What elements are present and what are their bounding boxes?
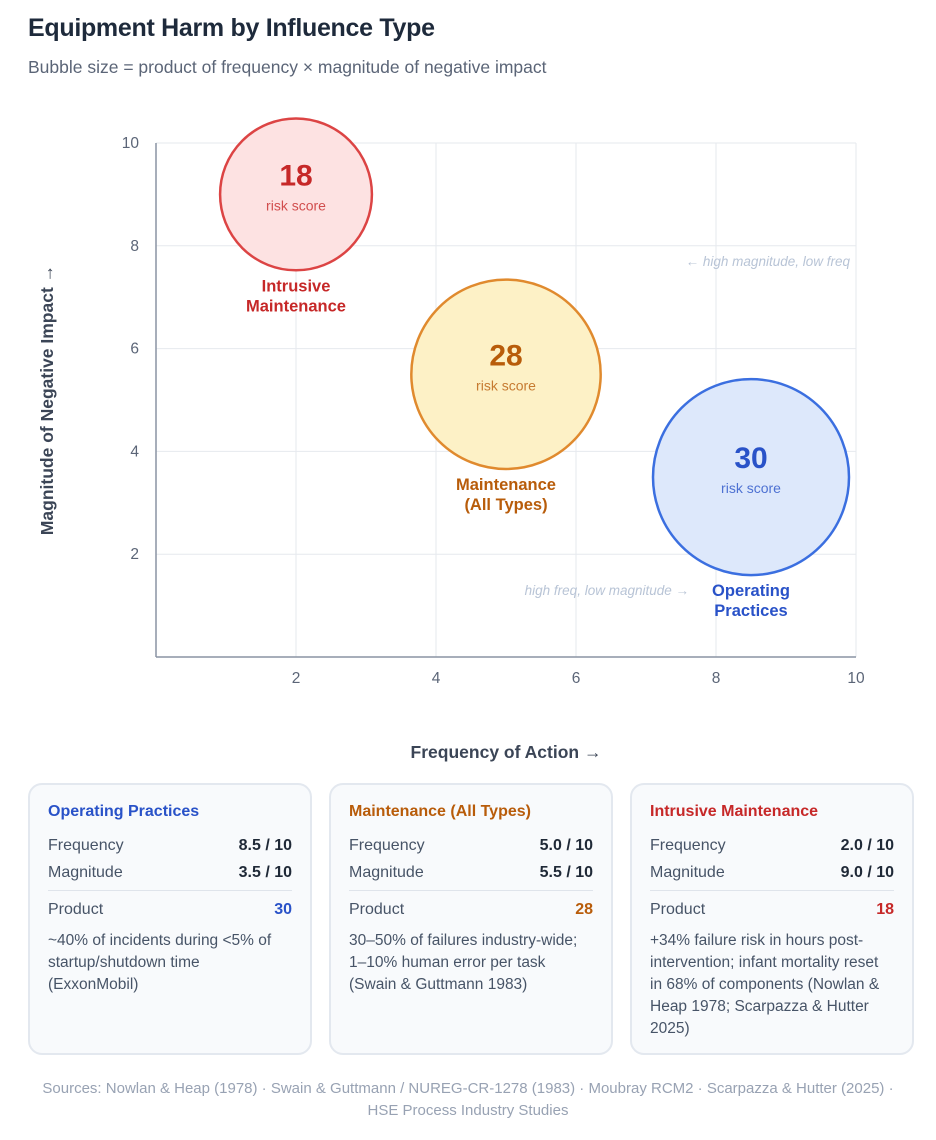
magnitude-value: 5.5 / 10 bbox=[539, 864, 593, 881]
frequency-row: Frequency 2.0 / 10 bbox=[650, 832, 894, 859]
x-tick-label: 2 bbox=[292, 670, 301, 687]
annotation-text: ← high magnitude, low freq bbox=[686, 254, 851, 269]
bubble-caption: risk score bbox=[266, 197, 326, 213]
magnitude-value: 9.0 / 10 bbox=[840, 864, 894, 881]
frequency-value: 8.5 / 10 bbox=[238, 837, 292, 854]
x-tick-label: 10 bbox=[847, 670, 865, 687]
bubble bbox=[410, 278, 602, 471]
magnitude-row: Magnitude 9.0 / 10 bbox=[650, 859, 894, 886]
y-tick-label: 2 bbox=[130, 546, 139, 563]
y-axis-label: Magnitude of Negative Impact → bbox=[37, 265, 57, 535]
y-tick-label: 4 bbox=[130, 443, 139, 460]
bubble-value: 28 bbox=[489, 339, 522, 372]
product-label: Product bbox=[349, 901, 405, 918]
bubble-caption: risk score bbox=[476, 377, 536, 393]
bubble bbox=[218, 117, 374, 272]
sources-footnote: Sources: Nowlan & Heap (1978) · Swain & … bbox=[42, 1080, 894, 1119]
x-tick-label: 8 bbox=[712, 670, 721, 687]
bubble-value: 30 bbox=[734, 442, 767, 475]
magnitude-row: Magnitude 3.5 / 10 bbox=[48, 859, 292, 886]
frequency-value: 2.0 / 10 bbox=[840, 837, 894, 854]
product-value: 30 bbox=[274, 901, 292, 918]
bubble-caption: risk score bbox=[721, 480, 781, 496]
frequency-label: Frequency bbox=[349, 837, 425, 854]
card-intrusive-maintenance: Intrusive Maintenance Frequency 2.0 / 10… bbox=[630, 783, 914, 1055]
magnitude-row: Magnitude 5.5 / 10 bbox=[349, 859, 593, 886]
summary-cards: Operating Practices Frequency 8.5 / 10 M… bbox=[28, 783, 914, 1057]
card-note: 30–50% of failures industry-wide; 1–10% … bbox=[349, 932, 578, 993]
bubble-chart: 2 4 6 8 10 2 4 6 8 10 Frequency of Action → Magnitu… bbox=[37, 117, 865, 762]
card-note: +34% failure risk in hours post-interven… bbox=[650, 932, 880, 1037]
product-label: Product bbox=[650, 901, 706, 918]
x-axis-label: Frequency of Action → bbox=[411, 742, 602, 762]
y-tick-label: 6 bbox=[130, 341, 139, 358]
x-tick-label: 6 bbox=[572, 670, 581, 687]
y-tick-label: 8 bbox=[130, 238, 139, 255]
product-row: Product 28 bbox=[349, 890, 593, 923]
chart-title: Equipment Harm by Influence Type bbox=[28, 14, 435, 42]
card-maintenance-all-types: Maintenance (All Types) Frequency 5.0 / … bbox=[329, 783, 613, 1055]
bubble bbox=[651, 377, 851, 577]
bubble-label: Maintenance bbox=[456, 476, 556, 494]
frequency-row: Frequency 8.5 / 10 bbox=[48, 832, 292, 859]
frequency-label: Frequency bbox=[48, 837, 124, 854]
bubble-label: Operating bbox=[712, 582, 790, 600]
frequency-row: Frequency 5.0 / 10 bbox=[349, 832, 593, 859]
card-operating-practices: Operating Practices Frequency 8.5 / 10 M… bbox=[28, 783, 312, 1055]
frequency-value: 5.0 / 10 bbox=[539, 837, 593, 854]
magnitude-value: 3.5 / 10 bbox=[238, 864, 292, 881]
card-title: Operating Practices bbox=[48, 803, 200, 820]
product-value: 18 bbox=[876, 901, 894, 918]
chart-subtitle: Bubble size = product of frequency × mag… bbox=[28, 57, 547, 77]
frequency-label: Frequency bbox=[650, 837, 726, 854]
bubble-label: Maintenance bbox=[246, 297, 346, 315]
x-tick-label: 4 bbox=[432, 670, 441, 687]
product-label: Product bbox=[48, 901, 104, 918]
card-note: ~40% of incidents during <5% of startup/… bbox=[48, 932, 272, 993]
bubble-label: Practices bbox=[714, 602, 787, 620]
magnitude-label: Magnitude bbox=[349, 864, 424, 881]
product-row: Product 18 bbox=[650, 890, 894, 923]
bubble-label: Intrusive bbox=[262, 277, 331, 295]
annotation-text: high freq, low magnitude → bbox=[525, 583, 689, 598]
bubble-label: (All Types) bbox=[464, 496, 547, 514]
y-tick-label: 10 bbox=[122, 135, 140, 152]
bubble-value: 18 bbox=[279, 159, 312, 192]
product-value: 28 bbox=[575, 901, 593, 918]
card-title: Intrusive Maintenance bbox=[650, 803, 819, 820]
magnitude-label: Magnitude bbox=[650, 864, 725, 881]
card-title: Maintenance (All Types) bbox=[349, 803, 531, 820]
product-row: Product 30 bbox=[48, 890, 292, 923]
magnitude-label: Magnitude bbox=[48, 864, 123, 881]
